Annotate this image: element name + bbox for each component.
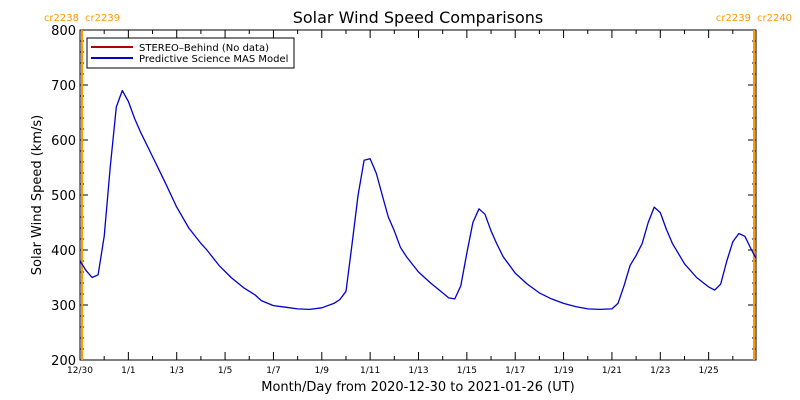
x-tick-label: 1/3: [169, 366, 183, 376]
legend: STEREO–Behind (No data)Predictive Scienc…: [86, 37, 295, 69]
y-axis-label: Solar Wind Speed (km/s): [30, 115, 45, 275]
x-tick-label: 1/17: [505, 366, 525, 376]
series-line-mas-model: [79, 89, 757, 311]
x-tick-label: 1/11: [360, 366, 380, 376]
carrington-label-left: cr2238: [44, 13, 79, 24]
x-tick-label: 1/7: [266, 366, 280, 376]
x-axis-label: Month/Day from 2020-12-30 to 2021-01-26 …: [261, 380, 574, 395]
x-tick-label: 1/9: [315, 366, 330, 376]
y-tick-label: 700: [51, 79, 76, 94]
legend-entry: Predictive Science MAS Model: [139, 54, 288, 65]
y-tick-label: 800: [51, 24, 76, 39]
carrington-label-right: cr2239: [85, 13, 120, 24]
x-tick-label: 12/30: [67, 366, 93, 376]
x-tick-label: 1/1: [121, 366, 135, 376]
plot-frame: [79, 29, 757, 361]
series-group: [79, 89, 757, 311]
x-tick-label: 1/5: [218, 366, 232, 376]
carrington-markers: [81, 30, 755, 360]
legend-box: [86, 37, 295, 69]
x-axis: 12/30 1/1 1/3 1/5 1/7 1/9 1/11 1/13 1/15 1/17 1/19…: [67, 30, 734, 376]
x-tick-label: 1/13: [408, 366, 428, 376]
carrington-marker-labels: cr2238 cr2239 cr2239 cr2240: [44, 13, 792, 24]
x-tick-label: 1/23: [650, 366, 670, 376]
chart-title: Solar Wind Speed Comparisons: [293, 8, 544, 27]
y-tick-label: 500: [51, 189, 76, 204]
x-tick-label: 1/19: [553, 366, 573, 376]
carrington-label-right: cr2240: [757, 13, 792, 24]
x-tick-label: 1/21: [602, 366, 622, 376]
y-tick-label: 200: [51, 354, 76, 369]
carrington-label-left: cr2239: [716, 13, 751, 24]
x-tick-label: 1/25: [699, 366, 719, 376]
y-tick-label: 400: [51, 244, 76, 259]
y-axis: 200 300 400 500 600 700 800: [51, 24, 756, 369]
legend-entry: STEREO–Behind (No data): [139, 43, 269, 54]
y-tick-label: 600: [51, 134, 76, 149]
x-tick-label: 1/15: [457, 366, 477, 376]
y-tick-label: 300: [51, 299, 76, 314]
